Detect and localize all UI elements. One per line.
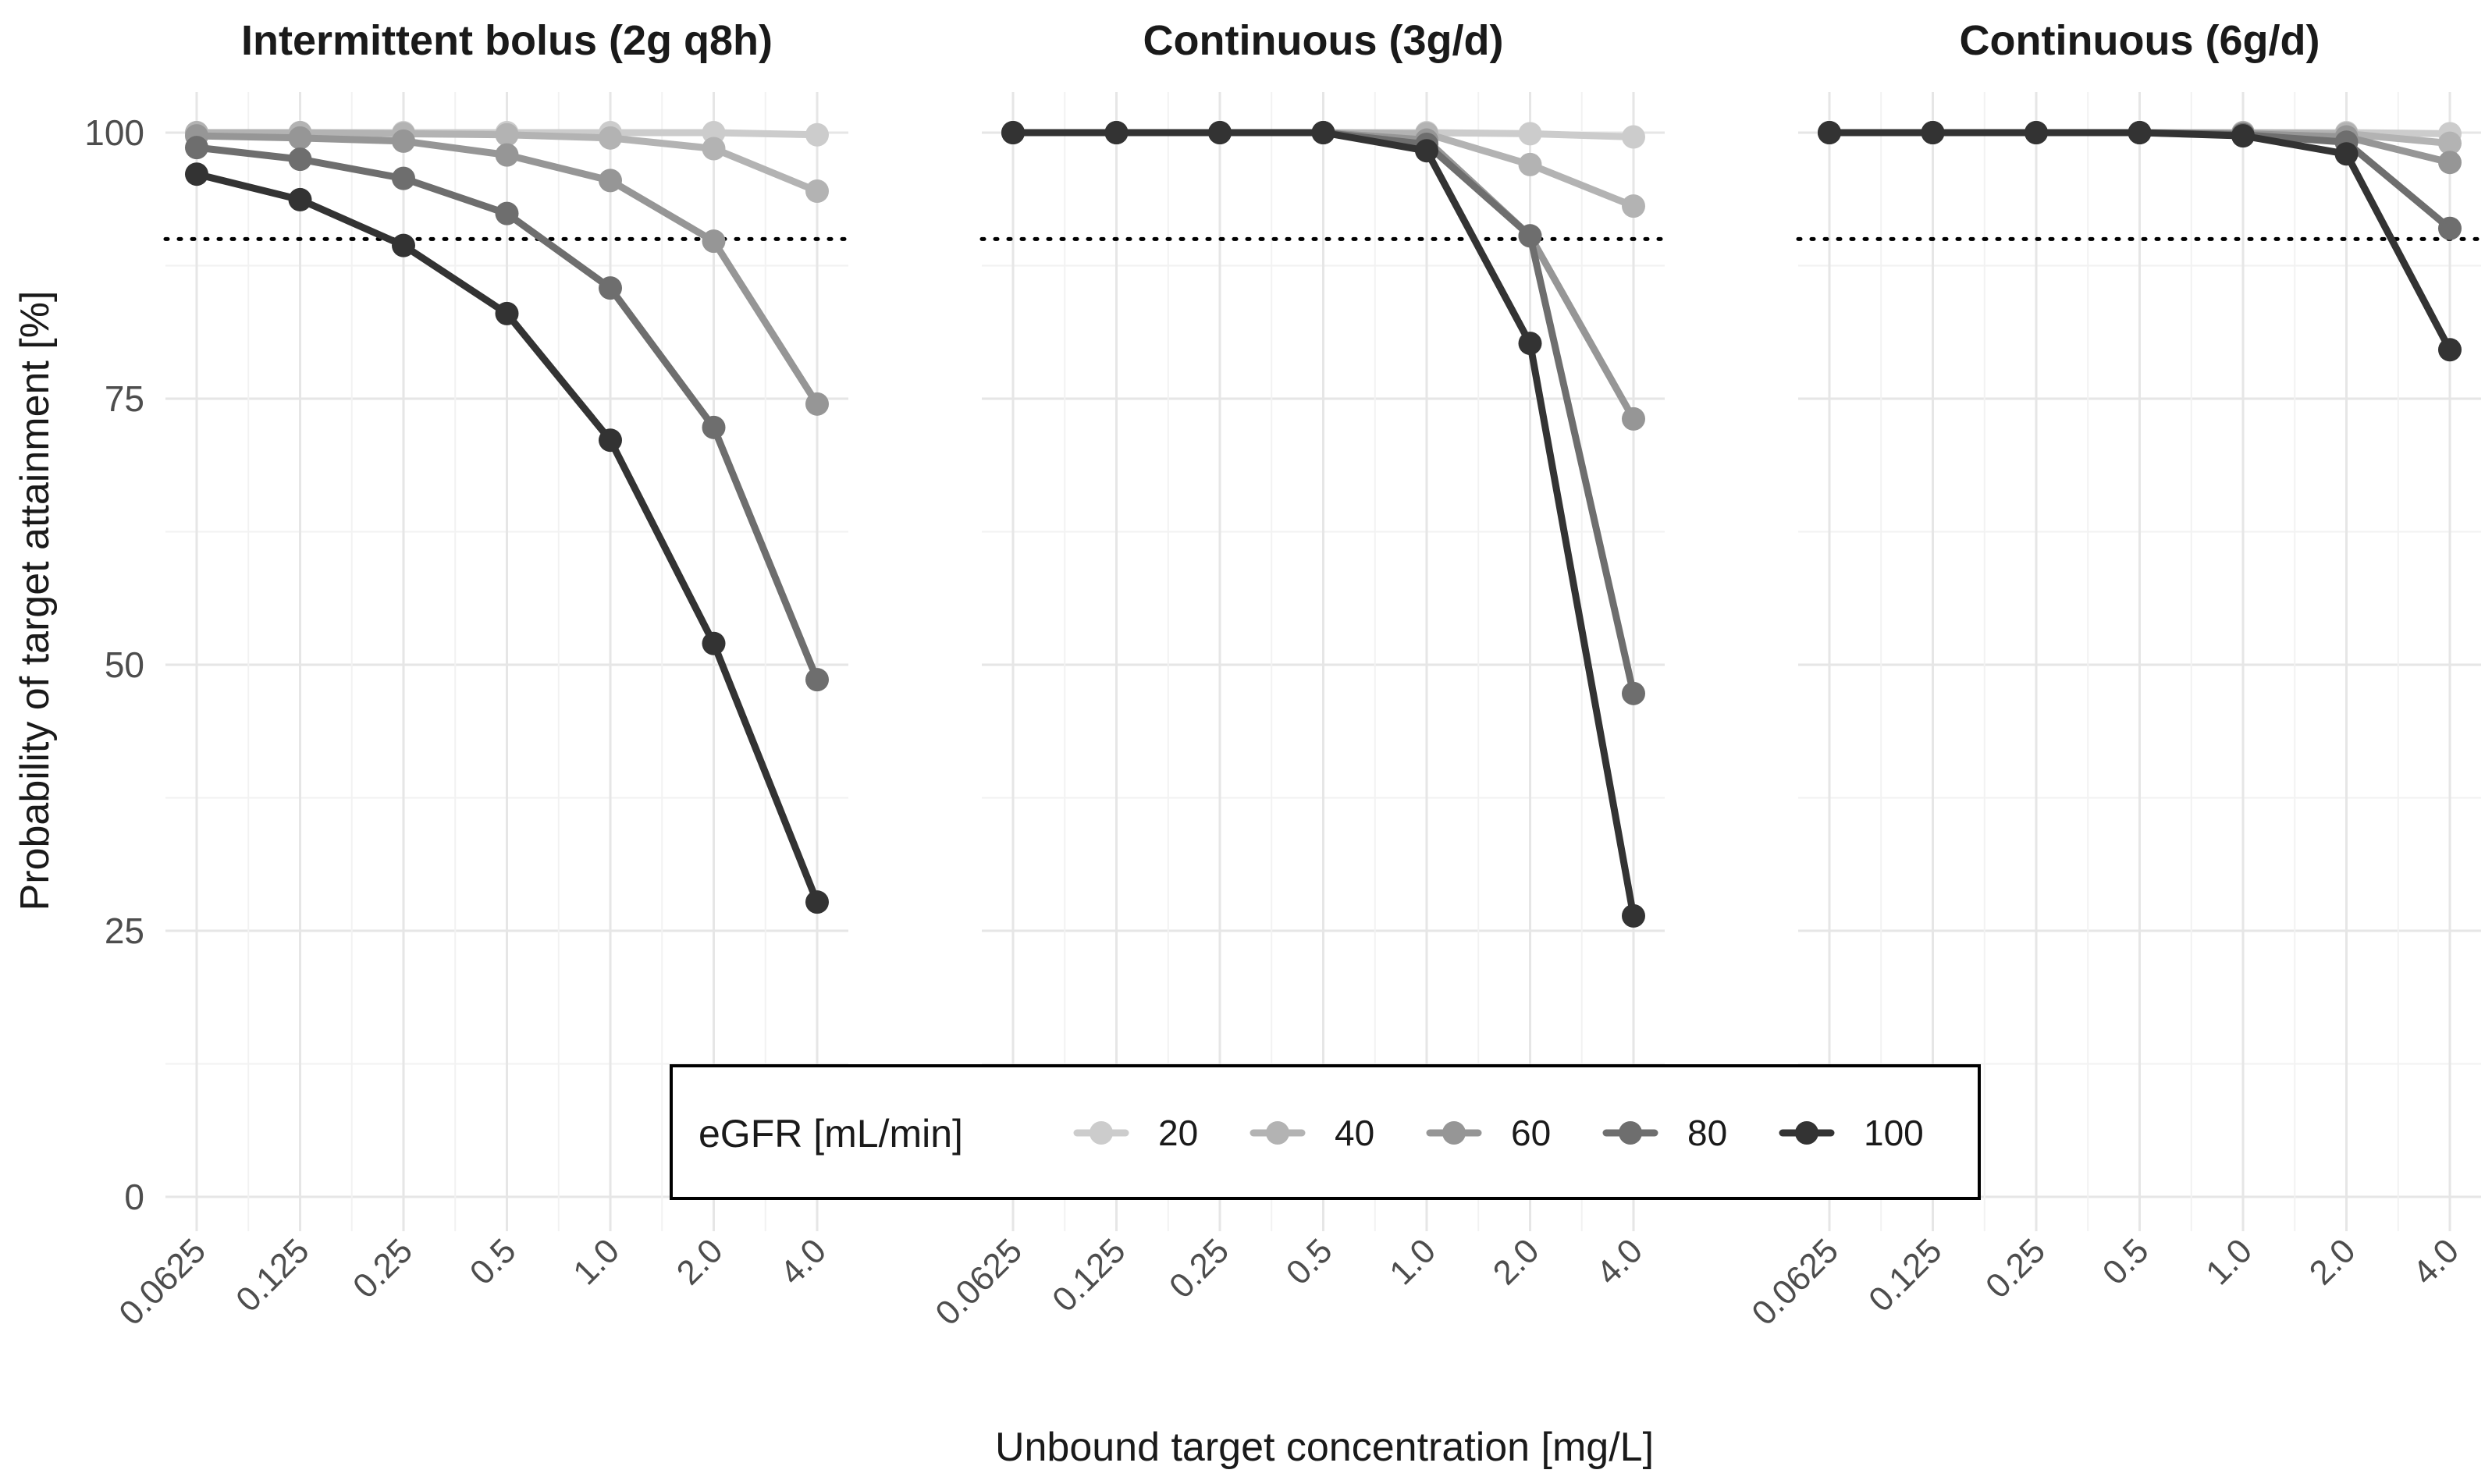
- legend-label: 40: [1335, 1113, 1374, 1153]
- data-point-egfr-100: [1415, 139, 1438, 163]
- data-point-egfr-40: [1518, 152, 1542, 176]
- data-point-egfr-100: [1818, 121, 1841, 144]
- legend-box: [670, 1064, 1981, 1200]
- legend-label: 100: [1864, 1113, 1924, 1153]
- y-tick-label: 50: [105, 644, 144, 685]
- data-point-egfr-80: [392, 166, 415, 190]
- data-point-egfr-80: [1622, 681, 1645, 705]
- data-point-egfr-60: [1622, 407, 1645, 431]
- data-point-egfr-40: [2438, 131, 2462, 155]
- y-tick-label: 0: [124, 1177, 144, 1217]
- data-point-egfr-100: [2128, 121, 2152, 144]
- y-tick-label: 25: [105, 911, 144, 951]
- data-point-egfr-40: [702, 137, 726, 161]
- data-point-egfr-80: [495, 201, 519, 225]
- data-point-egfr-40: [599, 126, 622, 150]
- panel-title: Continuous (6g/d): [1960, 17, 2320, 64]
- legend-key-point: [1442, 1121, 1466, 1145]
- data-point-egfr-80: [2438, 216, 2462, 240]
- data-point-egfr-80: [288, 147, 312, 172]
- panel-title: Intermittent bolus (2g q8h): [241, 17, 773, 64]
- data-point-egfr-100: [805, 890, 829, 914]
- data-point-egfr-100: [2025, 121, 2048, 144]
- legend-key-point: [1266, 1121, 1289, 1145]
- data-point-egfr-60: [702, 229, 726, 254]
- data-point-egfr-100: [1518, 332, 1542, 356]
- data-point-egfr-80: [805, 668, 829, 692]
- legend-label: 60: [1511, 1113, 1551, 1153]
- legend-key-point: [1619, 1121, 1642, 1145]
- legend-label: 20: [1158, 1113, 1198, 1153]
- y-tick-label: 75: [105, 378, 144, 419]
- legend-label: 80: [1687, 1113, 1727, 1153]
- data-point-egfr-20: [1622, 125, 1645, 149]
- y-tick-label: 100: [84, 112, 144, 153]
- data-point-egfr-100: [185, 162, 208, 186]
- data-point-egfr-80: [185, 136, 208, 160]
- data-point-egfr-40: [805, 179, 829, 204]
- panel-title: Continuous (3g/d): [1143, 17, 1504, 64]
- data-point-egfr-60: [495, 143, 519, 167]
- data-point-egfr-100: [1104, 121, 1129, 144]
- data-point-egfr-60: [2438, 151, 2462, 175]
- legend-title: eGFR [mL/min]: [699, 1112, 963, 1156]
- legend: eGFR [mL/min] 20 40 60 80 100: [670, 1064, 1981, 1200]
- data-point-egfr-100: [495, 301, 519, 325]
- data-point-egfr-80: [1518, 224, 1542, 248]
- data-point-egfr-80: [702, 415, 726, 439]
- data-point-egfr-100: [1622, 904, 1645, 928]
- data-point-egfr-60: [288, 126, 312, 150]
- data-point-egfr-100: [1311, 121, 1335, 144]
- x-axis-title: Unbound target concentration [mg/L]: [995, 1425, 1654, 1470]
- data-point-egfr-80: [599, 276, 622, 300]
- legend-key-point: [1090, 1121, 1113, 1145]
- data-point-egfr-60: [599, 169, 622, 193]
- data-point-egfr-100: [288, 187, 312, 211]
- data-point-egfr-100: [2334, 142, 2359, 166]
- data-point-egfr-100: [1921, 121, 1945, 144]
- data-point-egfr-40: [495, 122, 519, 147]
- data-point-egfr-100: [2438, 338, 2462, 362]
- data-point-egfr-100: [599, 428, 622, 453]
- data-point-egfr-60: [392, 129, 415, 153]
- data-point-egfr-100: [1208, 121, 1232, 144]
- data-point-egfr-100: [392, 233, 415, 257]
- data-point-egfr-100: [702, 631, 726, 655]
- data-point-egfr-100: [2231, 124, 2255, 148]
- y-axis-title: Probability of target attainment [%]: [12, 291, 58, 911]
- data-point-egfr-100: [1001, 121, 1025, 144]
- data-point-egfr-20: [805, 122, 829, 147]
- data-point-egfr-40: [1622, 194, 1645, 218]
- legend-key-point: [1795, 1121, 1818, 1145]
- data-point-egfr-20: [1518, 122, 1542, 146]
- data-point-egfr-60: [805, 392, 829, 416]
